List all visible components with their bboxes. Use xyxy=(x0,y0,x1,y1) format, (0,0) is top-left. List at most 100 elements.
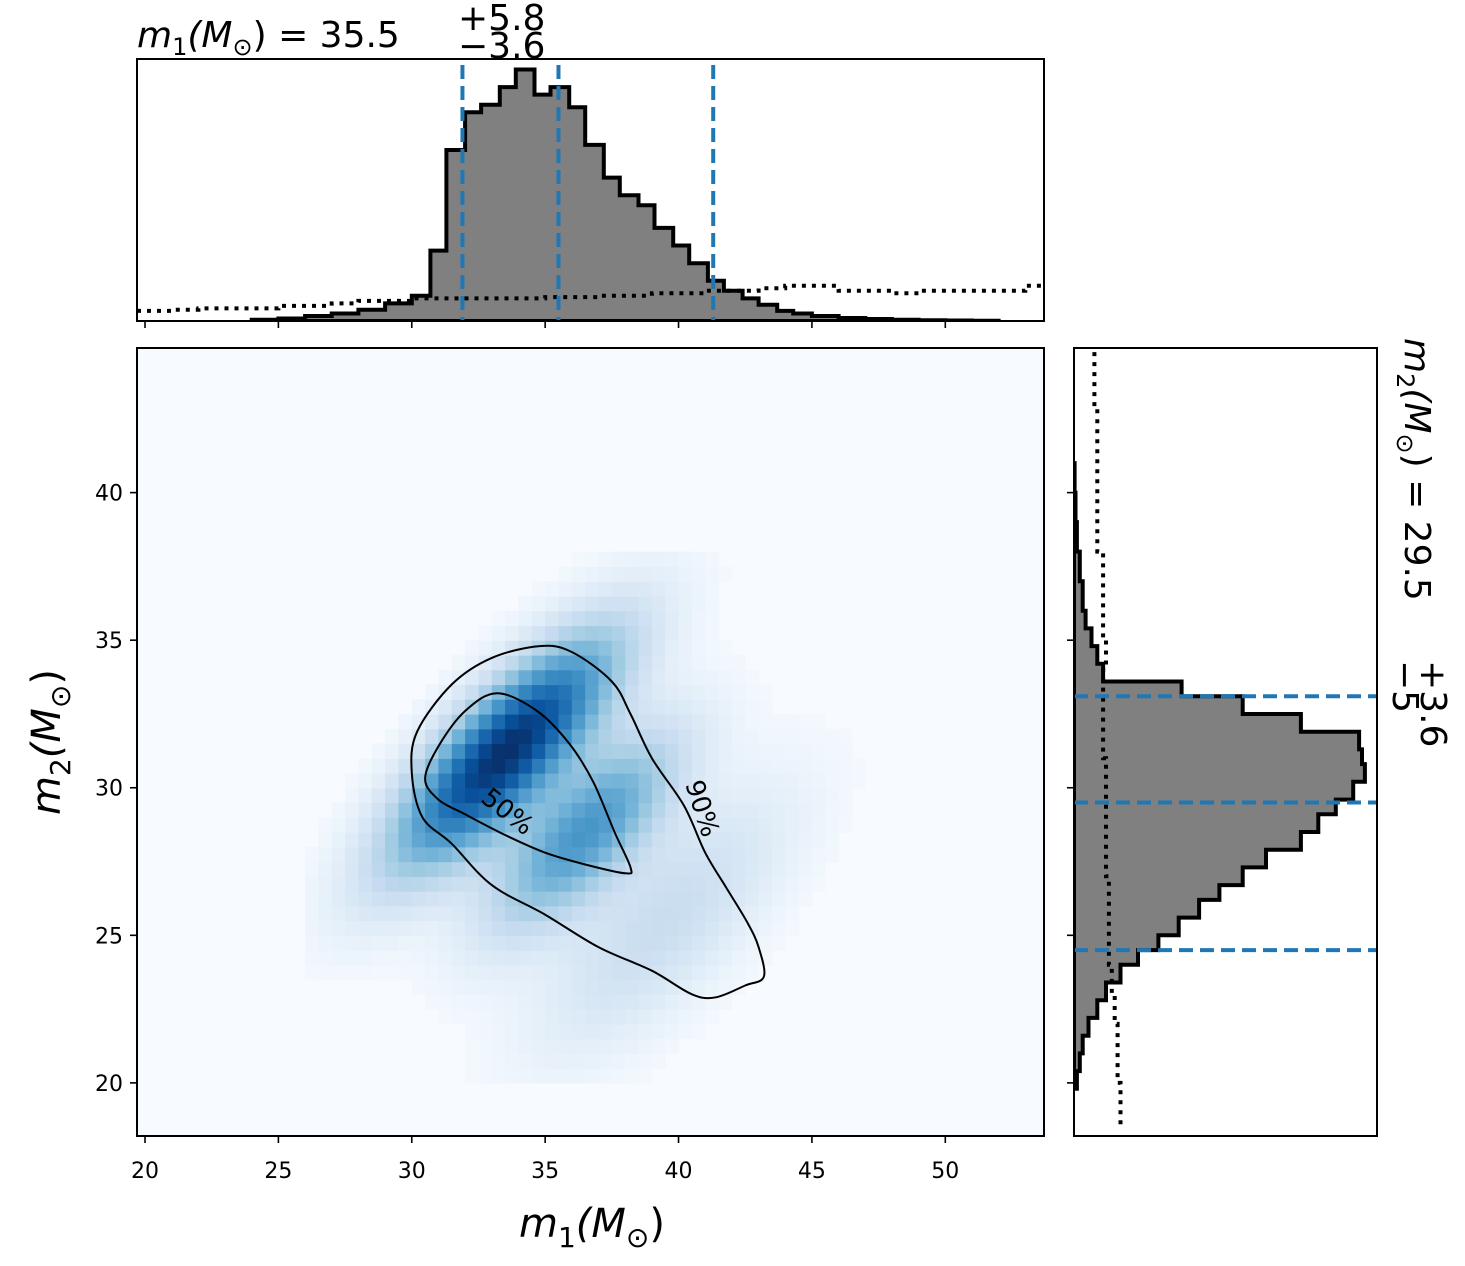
density-cell xyxy=(718,935,733,951)
density-cell xyxy=(678,950,693,966)
density-cell xyxy=(585,743,600,759)
density-cell xyxy=(611,979,626,995)
density-cell xyxy=(558,714,573,730)
density-cell xyxy=(691,802,706,818)
density-cell xyxy=(585,787,600,804)
density-cell xyxy=(598,846,613,863)
density-cell xyxy=(651,581,666,597)
density-cell xyxy=(838,743,853,759)
density-cell xyxy=(371,743,386,759)
right-title-minus-error: −5 xyxy=(1384,660,1425,713)
density-cell xyxy=(465,773,479,789)
density-cell xyxy=(758,832,773,848)
density-cell xyxy=(665,773,680,789)
density-cell xyxy=(571,610,586,627)
density-cell xyxy=(638,950,653,966)
density-cell xyxy=(385,861,399,877)
density-cell xyxy=(545,950,560,966)
density-cell xyxy=(691,920,706,936)
density-cell xyxy=(611,610,626,627)
density-cell xyxy=(611,1009,626,1025)
density-cell xyxy=(665,699,680,715)
density-cell xyxy=(491,1053,506,1069)
density-cell xyxy=(691,861,706,877)
density-cell xyxy=(318,891,333,907)
density-cell xyxy=(345,817,359,833)
density-cell xyxy=(625,773,640,789)
density-cell xyxy=(651,728,666,745)
density-cell xyxy=(785,787,800,804)
density-cell xyxy=(438,773,453,789)
density-cell xyxy=(518,905,533,922)
density-cell xyxy=(585,714,600,730)
density-cell xyxy=(598,920,613,936)
density-cell xyxy=(611,1068,626,1084)
density-cell xyxy=(438,861,453,877)
density-cell xyxy=(598,964,613,981)
density-cell xyxy=(518,610,533,627)
m1-axis-ticks: 20 25 30 35 40 45 50 xyxy=(131,1136,959,1184)
density-cell xyxy=(425,684,439,700)
density-cell xyxy=(478,1009,493,1025)
density-cell xyxy=(625,935,640,951)
density-cell xyxy=(585,905,600,922)
density-cell xyxy=(545,758,560,774)
density-cell xyxy=(745,891,760,907)
density-cell xyxy=(505,905,519,922)
density-cell xyxy=(731,920,746,936)
density-cell xyxy=(425,728,439,745)
density-cell xyxy=(678,758,693,774)
density-cell xyxy=(638,994,653,1010)
density-cell xyxy=(718,950,733,966)
density-cell xyxy=(705,891,720,907)
density-cell xyxy=(411,817,426,833)
density-cell xyxy=(505,964,519,981)
density-cell xyxy=(705,920,720,936)
density-cell xyxy=(691,625,706,641)
density-cell xyxy=(771,773,786,789)
density-cell xyxy=(625,669,640,686)
density-cell xyxy=(411,728,426,745)
density-cell xyxy=(305,891,319,907)
density-cell xyxy=(611,669,626,686)
density-cell xyxy=(518,654,533,671)
density-cell xyxy=(718,714,733,730)
density-cell xyxy=(705,654,720,671)
density-cell xyxy=(651,846,666,863)
density-cell xyxy=(705,551,720,567)
density-cell xyxy=(345,861,359,877)
density-cell xyxy=(571,787,586,804)
density-cell xyxy=(558,905,573,922)
density-cell xyxy=(465,832,479,848)
density-cell xyxy=(491,728,506,745)
density-cell xyxy=(718,669,733,686)
density-cell xyxy=(425,743,439,759)
density-cell xyxy=(745,684,760,700)
density-cell xyxy=(518,1023,533,1040)
density-cell xyxy=(665,817,680,833)
density-cell xyxy=(785,817,800,833)
density-cell xyxy=(745,773,760,789)
density-cell xyxy=(545,876,560,892)
density-cell xyxy=(318,861,333,877)
density-cell xyxy=(705,728,720,745)
density-cell xyxy=(585,876,600,892)
density-cell xyxy=(545,920,560,936)
density-cell xyxy=(638,640,653,656)
density-cell xyxy=(625,625,640,641)
density-cell xyxy=(758,861,773,877)
density-cell xyxy=(771,728,786,745)
density-cell xyxy=(451,699,466,715)
density-cell xyxy=(838,787,853,804)
m2-quantile-lines xyxy=(1074,694,1377,953)
density-cell xyxy=(571,640,586,656)
density-cell xyxy=(505,876,519,892)
density-cell xyxy=(638,876,653,892)
density-cell xyxy=(491,714,506,730)
density-cell xyxy=(358,773,373,789)
density-cell xyxy=(651,920,666,936)
density-cell xyxy=(651,684,666,700)
density-cell xyxy=(731,758,746,774)
density-cell xyxy=(798,743,813,759)
density-cell xyxy=(665,1009,680,1025)
